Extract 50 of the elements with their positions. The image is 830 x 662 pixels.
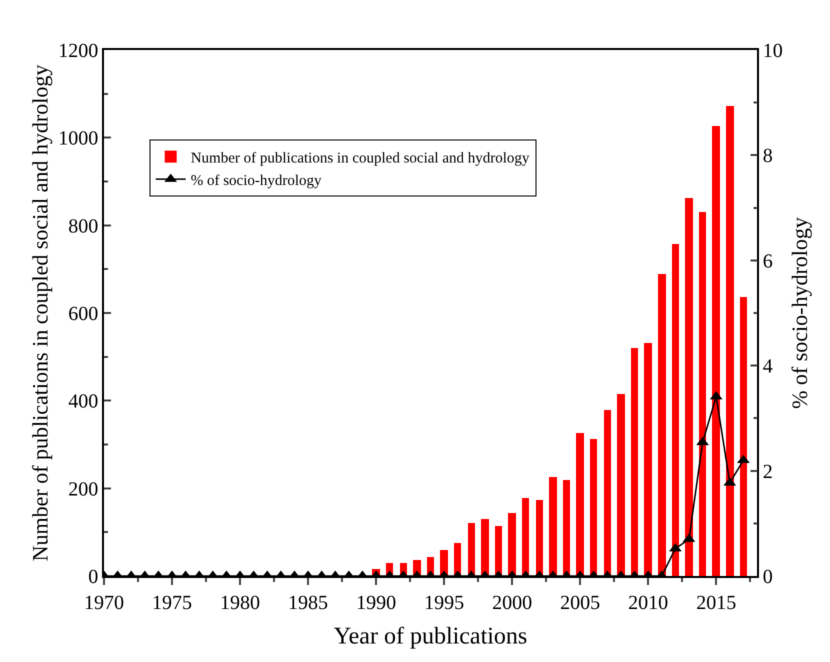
x-tick-label: 1995: [424, 592, 464, 614]
y-tick-label: 0: [88, 566, 98, 588]
x-tick-label: 2005: [560, 592, 600, 614]
y2-tick-label: 10: [762, 40, 783, 62]
y-tick-label: 1000: [58, 128, 98, 150]
x-tick-label: 2015: [696, 592, 736, 614]
bar: [617, 394, 625, 576]
y2-tick-label: 2: [762, 460, 773, 483]
x-tick-label: 2000: [492, 592, 532, 614]
x-tick-label: 1970: [84, 592, 124, 614]
bar: [522, 498, 529, 576]
bar: [454, 543, 461, 576]
x-tick-label: 1985: [288, 592, 328, 614]
y-tick-label: 1200: [58, 40, 98, 62]
y2-tick-label: 6: [762, 250, 773, 272]
bar: [576, 433, 584, 576]
y-tick-label: 800: [68, 215, 98, 238]
bar: [604, 410, 611, 576]
x-tick-label: 2010: [628, 592, 668, 614]
bar: [685, 198, 693, 576]
bar: [536, 500, 543, 576]
bar: [508, 513, 516, 576]
bar: [481, 519, 489, 576]
y2-tick-label: 4: [762, 356, 773, 378]
legend-label: Number of publications in coupled social and hydrology: [190, 150, 530, 167]
bar: [644, 343, 652, 576]
y2-tick-label: 8: [762, 145, 773, 168]
x-axis-title: Year of publications: [334, 624, 528, 650]
y-tick-label: 200: [68, 478, 98, 500]
x-tick-label: 1975: [152, 592, 192, 614]
bar: [658, 274, 666, 576]
bar: [740, 297, 747, 576]
x-tick-label: 1980: [220, 592, 260, 614]
bar: [563, 480, 570, 576]
y-tick-label: 400: [68, 390, 98, 413]
bar: [726, 106, 734, 576]
legend-label: % of socio-hydrology: [190, 173, 322, 190]
bar: [590, 439, 597, 576]
bar: [631, 348, 638, 576]
bar: [495, 526, 502, 576]
bar: [549, 477, 557, 576]
y-axis-title: Number of publications in coupled social and hydrology: [28, 64, 53, 562]
bar: [672, 244, 679, 576]
bar: [699, 212, 706, 576]
x-tick-label: 1990: [356, 592, 396, 614]
y2-axis-title: % of socio-hydrology: [787, 217, 812, 409]
bar: [712, 126, 720, 576]
y2-tick-label: 0: [762, 566, 773, 588]
y-tick-label: 600: [68, 303, 98, 325]
bar: [468, 523, 475, 576]
